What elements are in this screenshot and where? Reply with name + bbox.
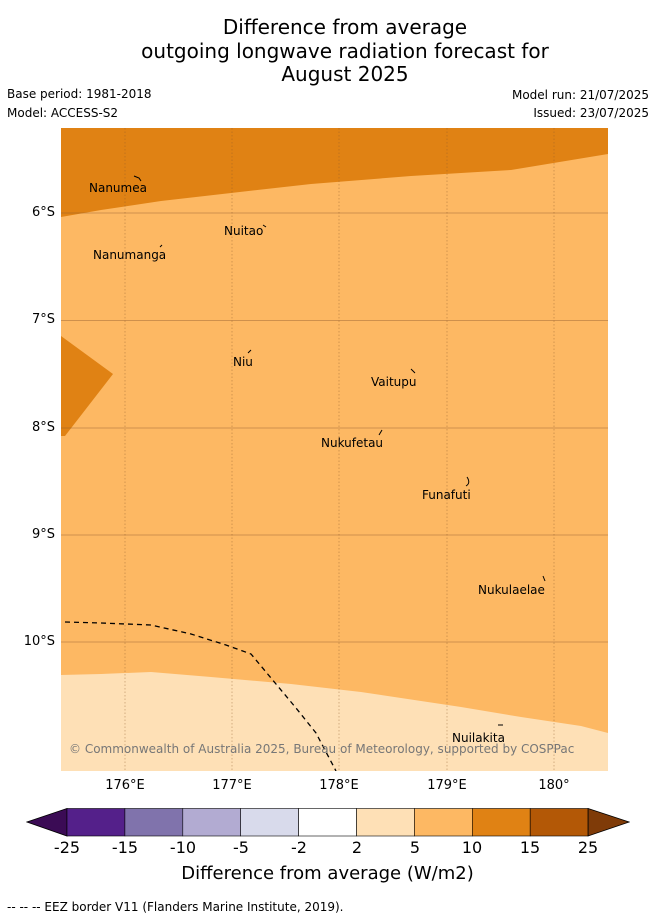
lon-label: 176°E [105, 778, 145, 793]
colorbar-segment [298, 808, 357, 837]
colorbar-tick: 5 [409, 838, 421, 857]
base-period-label: Base period: 1981-2018 [7, 87, 152, 101]
place-label-nukulaelae: Nukulaelae [478, 583, 545, 597]
place-label-nanumea: Nanumea [89, 181, 147, 195]
colorbar-tick: 2 [351, 838, 363, 857]
lon-label: 179°E [427, 778, 467, 793]
colorbar-tick: -15 [111, 838, 139, 857]
colorbar-segment [529, 808, 589, 837]
anomaly-region-5-10 [61, 128, 608, 771]
place-label-funafuti: Funafuti [422, 488, 471, 502]
title-line-3: August 2025 [281, 62, 409, 86]
colorbar-segment [471, 808, 531, 837]
place-label-nukufetau: Nukufetau [321, 436, 384, 450]
colorbar-title: Difference from average (W/m2) [181, 863, 474, 884]
lon-label: 177°E [212, 778, 252, 793]
model-label: Model: ACCESS-S2 [7, 106, 119, 120]
lat-label: 7°S [31, 312, 55, 327]
colorbar-under-arrow [26, 808, 68, 837]
colorbar-segment [414, 808, 473, 837]
anomaly-region-10-15-west [61, 336, 113, 436]
lat-label: 10°S [23, 634, 55, 649]
copyright-credit: © Commonwealth of Australia 2025, Bureau… [69, 742, 575, 756]
lat-label: 8°S [31, 420, 55, 435]
place-label-vaitupu: Vaitupu [371, 375, 417, 389]
colorbar-segment [66, 808, 126, 837]
colorbar-segment [356, 808, 415, 837]
island-outlines [133, 175, 546, 726]
issued-label: Issued: 23/07/2025 [533, 106, 649, 120]
place-label-nuilakita: Nuilakita [452, 731, 505, 745]
graticule [61, 128, 608, 771]
lat-label: 9°S [31, 527, 55, 542]
colorbar-segment [240, 808, 299, 837]
colorbar-tick: -25 [53, 838, 81, 857]
colorbar-tick: -10 [169, 838, 197, 857]
model-run-label: Model run: 21/07/2025 [511, 88, 649, 102]
anomaly-region-2-5 [61, 672, 608, 771]
lon-label: 180° [538, 778, 570, 793]
map-title: Difference from average outgoing longwav… [0, 15, 655, 87]
title-line-1: Difference from average [222, 15, 468, 39]
map-panel [61, 128, 608, 771]
place-label-niu: Niu [233, 355, 253, 369]
map-canvas [61, 128, 608, 771]
anomaly-region-10-15-north [61, 128, 608, 217]
colorbar-tick: -5 [233, 838, 249, 857]
colorbar [26, 808, 630, 837]
place-label-nanumanga: Nanumanga [93, 248, 167, 262]
title-line-2: outgoing longwave radiation forecast for [141, 38, 549, 63]
colorbar-tick: 25 [577, 838, 599, 857]
colorbar-segment [182, 808, 242, 837]
colorbar-segment [124, 808, 184, 837]
colorbar-tick: 10 [461, 838, 483, 857]
place-label-nuitao: Nuitao [224, 224, 264, 238]
colorbar-tick: 15 [519, 838, 541, 857]
lat-label: 6°S [31, 205, 55, 220]
lon-label: 178°E [319, 778, 359, 793]
colorbar-over-arrow [587, 808, 630, 837]
colorbar-tick: -2 [291, 838, 307, 857]
eez-border-legend: -- -- -- EEZ border V11 (Flanders Marine… [7, 900, 344, 914]
